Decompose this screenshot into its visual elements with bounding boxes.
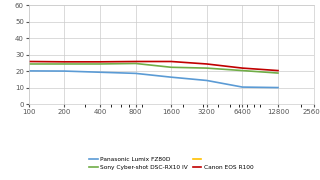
Legend: Panasonic Lumix FZ80D, Sony Cyber-shot DSC-RX10 IV, , Canon EOS R100: Panasonic Lumix FZ80D, Sony Cyber-shot D… (87, 155, 256, 173)
